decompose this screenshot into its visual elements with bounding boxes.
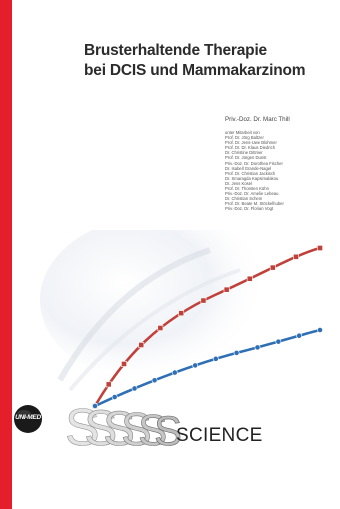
s-glyph: S xyxy=(138,406,167,455)
curve-marker xyxy=(296,332,303,339)
curve-marker xyxy=(275,338,282,345)
contributor-name: Prof. Dr. Jürgen Dunst xyxy=(225,155,267,161)
red-spine-bar xyxy=(0,0,12,509)
contributor-name: Prof. Dr. Thorsten Kühn xyxy=(225,186,269,192)
contributor-name: Priv.-Doz. Dr. Florian Vogt xyxy=(225,206,274,212)
contributor-name: Priv.-Doz. Dr. Dorothea Fischer xyxy=(225,160,283,166)
curve-marker xyxy=(254,344,261,351)
s-glyph: S xyxy=(103,403,135,456)
curve-marker xyxy=(105,381,112,388)
blue-curve-markers xyxy=(92,327,323,409)
s-glyph: S xyxy=(65,399,100,457)
curve-marker xyxy=(200,297,207,304)
cover-curves-artwork xyxy=(40,230,323,409)
author: Priv.-Doz. Dr. Marc Thill xyxy=(225,116,290,123)
curve-marker xyxy=(157,325,164,331)
book-title: Brusterhaltende Therapie bei DCIS und Ma… xyxy=(84,41,306,81)
title-line-2: bei DCIS und Mammakarzinom xyxy=(84,62,306,79)
contributor-name: Dr. Christian Schem xyxy=(225,196,263,202)
contributor-name: Prof. Dr. Beate M. Stöckelhuber xyxy=(225,201,284,207)
science-wordmark: SCIENCE xyxy=(176,425,263,446)
stacked-s-letters: S S S S S S xyxy=(65,399,183,457)
uni-med-logo xyxy=(14,405,42,433)
light-streak xyxy=(68,268,241,392)
curve-marker xyxy=(223,286,230,293)
curve-marker xyxy=(212,355,219,362)
contributor-name: Dr. Isabell Grande-Nagel xyxy=(225,165,272,171)
contributor-name: Dr. Christine Dittmer xyxy=(225,150,263,156)
s-glyph: S xyxy=(84,400,117,456)
curve-marker xyxy=(178,310,185,317)
curve-marker xyxy=(269,264,276,271)
contributor-name: Prof. Dr. Christian Jackisch xyxy=(225,170,276,176)
red-curve xyxy=(93,246,321,407)
curve-marker xyxy=(317,245,323,251)
curve-marker xyxy=(246,275,253,282)
curve-marker xyxy=(317,327,323,333)
contributor-name: Prof. Dr. Jörg Baltzer xyxy=(225,135,264,141)
curve-marker xyxy=(131,385,138,392)
curve-marker xyxy=(171,369,178,376)
title-line-1: Brusterhaltende Therapie xyxy=(84,42,267,59)
s-glyph: S xyxy=(154,407,182,454)
contributor-name: Dr. Smaragda Kapsimalakou xyxy=(225,175,279,181)
contributor-name: Priv.-Doz. Dr. Amelie Lebeau xyxy=(225,191,279,197)
curve-marker xyxy=(121,361,127,367)
science-series-graphic: S S S S S S xyxy=(65,399,183,457)
curve-marker xyxy=(138,342,145,348)
contributor-list: unter Mitarbeit von Prof. Dr. Jörg Baltze… xyxy=(225,130,284,212)
contributor-name: Prof. Dr. Dr. Klaus Diedrich xyxy=(225,145,276,151)
contributor-name: Prof. Dr. Jens-Uwe Blohmer xyxy=(225,140,277,146)
curve-marker xyxy=(233,350,240,356)
red-curve-markers xyxy=(92,245,323,409)
curve-marker xyxy=(111,394,118,400)
light-streak xyxy=(57,247,211,382)
contributor-name: Dr. Jens Kosel xyxy=(225,180,252,186)
curve-marker xyxy=(293,253,299,260)
curve-marker xyxy=(192,362,199,369)
curve-marker xyxy=(151,377,158,384)
logo-text: UNI-MED xyxy=(15,414,41,421)
s-glyph: S xyxy=(121,403,152,455)
contributor-name: unter Mitarbeit von xyxy=(225,130,260,135)
curve-marker xyxy=(92,403,98,409)
